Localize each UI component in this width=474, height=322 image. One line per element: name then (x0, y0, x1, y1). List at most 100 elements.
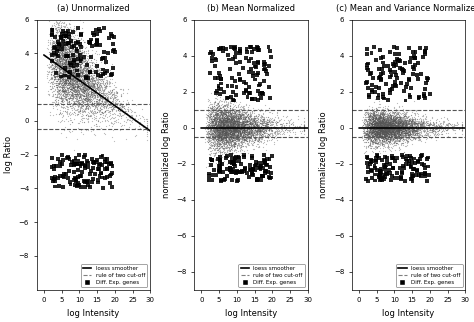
Point (219, 126, 227, 131)
Point (240, 107, 247, 112)
Point (364, 135, 372, 140)
Point (238, 112, 246, 117)
Point (221, 130, 228, 135)
Point (383, 124, 391, 129)
Point (370, 146, 377, 151)
Point (385, 133, 393, 138)
Point (226, 115, 233, 120)
Point (386, 110, 394, 115)
Point (410, 136, 417, 141)
Point (84, 75, 91, 80)
Point (257, 123, 265, 128)
Point (411, 63, 419, 68)
Point (73, 68, 81, 73)
Point (57, 56, 65, 61)
Point (226, 108, 234, 113)
Point (387, 131, 394, 137)
Point (76, 63, 84, 68)
Point (73, 81, 80, 86)
Point (60, 38, 68, 43)
Point (401, 120, 409, 126)
Point (83, 102, 91, 108)
Point (374, 130, 381, 136)
Point (240, 126, 248, 131)
Point (388, 129, 395, 135)
Point (72, 89, 79, 94)
Point (381, 144, 388, 149)
Point (248, 121, 256, 127)
Point (57, 64, 64, 69)
Point (399, 129, 407, 134)
Point (373, 133, 381, 138)
Point (229, 124, 237, 129)
Point (231, 121, 238, 126)
Point (365, 108, 372, 113)
Point (242, 109, 250, 115)
Point (419, 119, 427, 124)
Point (103, 74, 110, 79)
Point (367, 133, 375, 138)
Point (104, 96, 112, 101)
Point (413, 131, 421, 136)
Point (381, 124, 389, 129)
Point (230, 112, 238, 118)
Point (368, 127, 376, 132)
Point (208, 117, 215, 122)
Point (248, 125, 256, 130)
Point (262, 118, 269, 124)
Point (123, 110, 131, 116)
Point (239, 113, 246, 118)
Point (257, 132, 264, 137)
Point (380, 123, 388, 128)
Point (82, 105, 90, 110)
Point (256, 114, 264, 119)
Point (55, 56, 63, 61)
Point (420, 126, 428, 131)
Point (63, 49, 71, 54)
Point (271, 128, 279, 133)
Point (230, 113, 237, 118)
Point (47, 63, 55, 69)
Point (219, 125, 226, 130)
Point (228, 112, 235, 117)
Point (54, 88, 62, 93)
Point (124, 108, 132, 113)
Point (67, 73, 75, 78)
Point (221, 176, 228, 182)
Point (74, 57, 82, 62)
Point (227, 123, 234, 128)
Point (57, 34, 65, 40)
Point (71, 66, 79, 71)
Point (219, 128, 227, 133)
Point (396, 128, 404, 133)
Point (218, 127, 226, 132)
Point (56, 67, 64, 72)
Point (247, 133, 255, 138)
Point (396, 116, 403, 121)
Point (87, 98, 95, 103)
Point (370, 129, 377, 135)
Point (99, 95, 106, 100)
Point (373, 129, 380, 135)
Point (241, 133, 248, 138)
Point (439, 127, 447, 132)
Point (69, 61, 76, 66)
Point (210, 143, 218, 148)
Point (60, 43, 67, 48)
Point (55, 88, 63, 93)
Point (366, 125, 374, 130)
Point (212, 136, 219, 141)
Point (390, 113, 397, 118)
Point (75, 67, 82, 72)
Point (55, 13, 63, 18)
Point (426, 120, 433, 126)
Point (229, 136, 237, 141)
Point (53, 94, 60, 99)
Point (224, 129, 232, 134)
Point (385, 131, 392, 137)
Point (70, 88, 77, 93)
Point (374, 121, 382, 126)
Point (264, 118, 271, 123)
Point (71, 82, 79, 87)
Point (70, 101, 77, 106)
